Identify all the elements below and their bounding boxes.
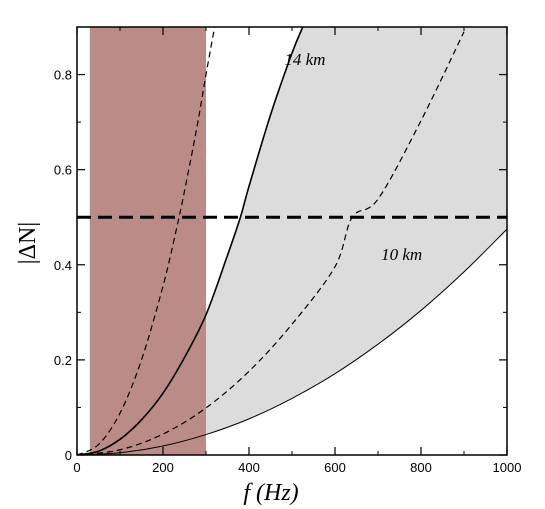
y-axis-label: |ΔN| xyxy=(15,222,41,264)
x-axis-label: f (Hz) xyxy=(243,480,298,506)
y-tick-label: 0 xyxy=(65,448,72,463)
x-tick-label: 800 xyxy=(410,460,432,475)
series-line-upper_solid xyxy=(77,27,304,455)
series-line-inner_dashed xyxy=(77,27,216,455)
annotation-label: 10 km xyxy=(381,245,422,264)
filled-region xyxy=(77,27,507,455)
y-tick-label: 0.8 xyxy=(54,68,72,83)
y-tick-label: 0.4 xyxy=(54,258,72,273)
shaded-band-overlay xyxy=(89,27,206,455)
y-tick-label: 0.6 xyxy=(54,163,72,178)
x-tick-label: 1000 xyxy=(493,460,522,475)
annotation-label: 14 km xyxy=(284,50,325,69)
series-line-lower_solid xyxy=(77,228,507,455)
x-tick-label: 0 xyxy=(73,460,80,475)
x-tick-label: 600 xyxy=(324,460,346,475)
x-tick-label: 200 xyxy=(152,460,174,475)
x-tick-label: 400 xyxy=(238,460,260,475)
series-line-outer_dashed xyxy=(77,31,465,455)
y-tick-label: 0.2 xyxy=(54,353,72,368)
